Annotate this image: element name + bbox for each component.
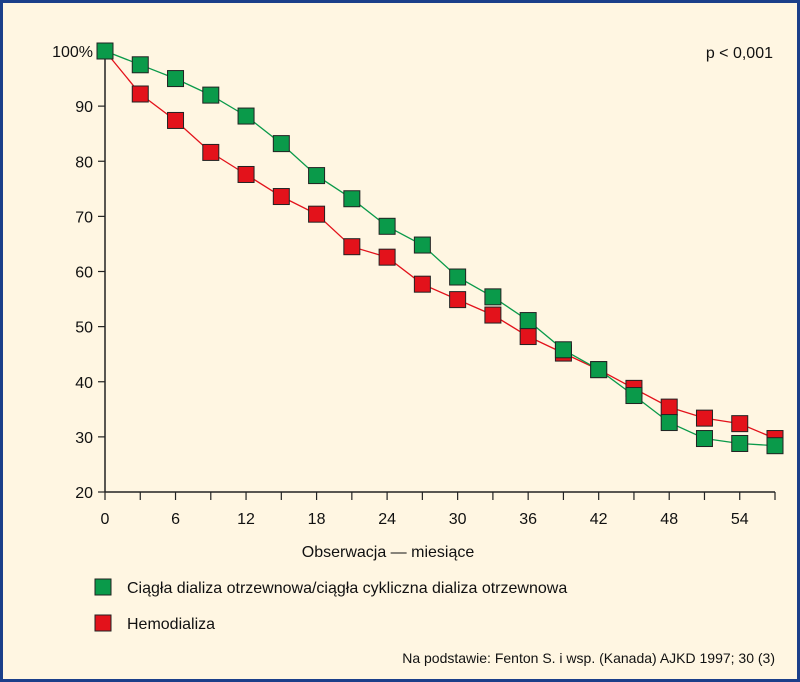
x-tick-label: 30 <box>449 511 467 528</box>
data-point-series-1 <box>272 188 290 206</box>
data-point-series-1 <box>343 238 361 256</box>
data-point-series-1 <box>378 248 396 266</box>
data-point-series-1 <box>731 415 749 433</box>
data-point-series-0 <box>484 288 502 306</box>
survival-line-chart: 20 30 40 50 60 70 80 90 100% 0 6 12 18 24 30 36 42 48 54 p… <box>52 42 784 666</box>
data-point-series-0 <box>695 430 713 448</box>
x-tick-label: 24 <box>378 511 396 528</box>
x-tick-label: 12 <box>237 511 255 528</box>
data-point-series-0 <box>590 361 608 379</box>
y-tick-label: 30 <box>75 430 93 447</box>
data-point-series-0 <box>202 86 220 104</box>
series-line-1 <box>104 50 776 440</box>
chart-legend: Ciągła dializa otrzewnowa/ciągła cyklicz… <box>94 578 567 633</box>
legend-swatch <box>94 614 112 632</box>
y-tick-label: 40 <box>75 375 93 392</box>
legend-label: Ciągła dializa otrzewnowa/ciągła cyklicz… <box>127 580 567 597</box>
y-tick-label: 100% <box>52 44 93 61</box>
data-point-series-0 <box>167 70 185 88</box>
y-tick-label: 80 <box>75 154 93 171</box>
data-point-series-0 <box>308 167 326 185</box>
data-point-series-0 <box>449 268 467 286</box>
series-line-0 <box>104 50 776 447</box>
x-tick-label: 54 <box>731 511 749 528</box>
data-point-series-1 <box>131 85 149 103</box>
data-point-series-1 <box>202 143 220 161</box>
x-tick-label: 18 <box>308 511 326 528</box>
legend-swatch <box>94 578 112 596</box>
y-tick-label: 70 <box>75 209 93 226</box>
data-point-series-1 <box>660 398 678 416</box>
x-tick-label: 42 <box>590 511 608 528</box>
data-point-series-0 <box>413 236 431 254</box>
data-point-series-0 <box>731 434 749 452</box>
data-point-series-0 <box>237 107 255 125</box>
x-tick-label: 0 <box>101 511 110 528</box>
data-point-series-0 <box>554 341 572 359</box>
y-tick-label: 60 <box>75 265 93 282</box>
legend-label: Hemodializa <box>127 616 215 633</box>
y-tick-label: 50 <box>75 320 93 337</box>
data-point-series-0 <box>96 42 114 60</box>
chart-series-lines <box>104 50 776 447</box>
data-point-series-0 <box>131 56 149 74</box>
data-point-series-1 <box>167 111 185 129</box>
data-point-series-1 <box>413 275 431 293</box>
data-point-series-0 <box>766 437 784 455</box>
data-point-series-1 <box>695 409 713 427</box>
data-point-series-0 <box>343 190 361 208</box>
data-point-series-0 <box>660 414 678 432</box>
p-value-annotation: p < 0,001 <box>706 45 773 62</box>
data-point-series-1 <box>484 306 502 324</box>
data-point-series-0 <box>519 312 537 330</box>
chart-data-points <box>96 42 784 455</box>
data-point-series-1 <box>237 165 255 183</box>
x-tick-label: 48 <box>660 511 678 528</box>
x-tick-label: 6 <box>171 511 180 528</box>
data-point-series-0 <box>625 387 643 405</box>
data-point-series-1 <box>519 328 537 346</box>
data-point-series-1 <box>449 291 467 309</box>
data-point-series-0 <box>378 217 396 235</box>
data-point-series-0 <box>272 135 290 153</box>
chart-axes: 20 30 40 50 60 70 80 90 100% 0 6 12 18 24 30 36 42 48 54 <box>52 44 776 528</box>
x-axis-label: Obserwacja — miesiące <box>302 544 475 561</box>
source-note: Na podstawie: Fenton S. i wsp. (Kanada) … <box>402 650 775 666</box>
y-tick-label: 20 <box>75 485 93 502</box>
y-tick-label: 90 <box>75 99 93 116</box>
data-point-series-1 <box>308 205 326 223</box>
x-tick-label: 36 <box>519 511 537 528</box>
